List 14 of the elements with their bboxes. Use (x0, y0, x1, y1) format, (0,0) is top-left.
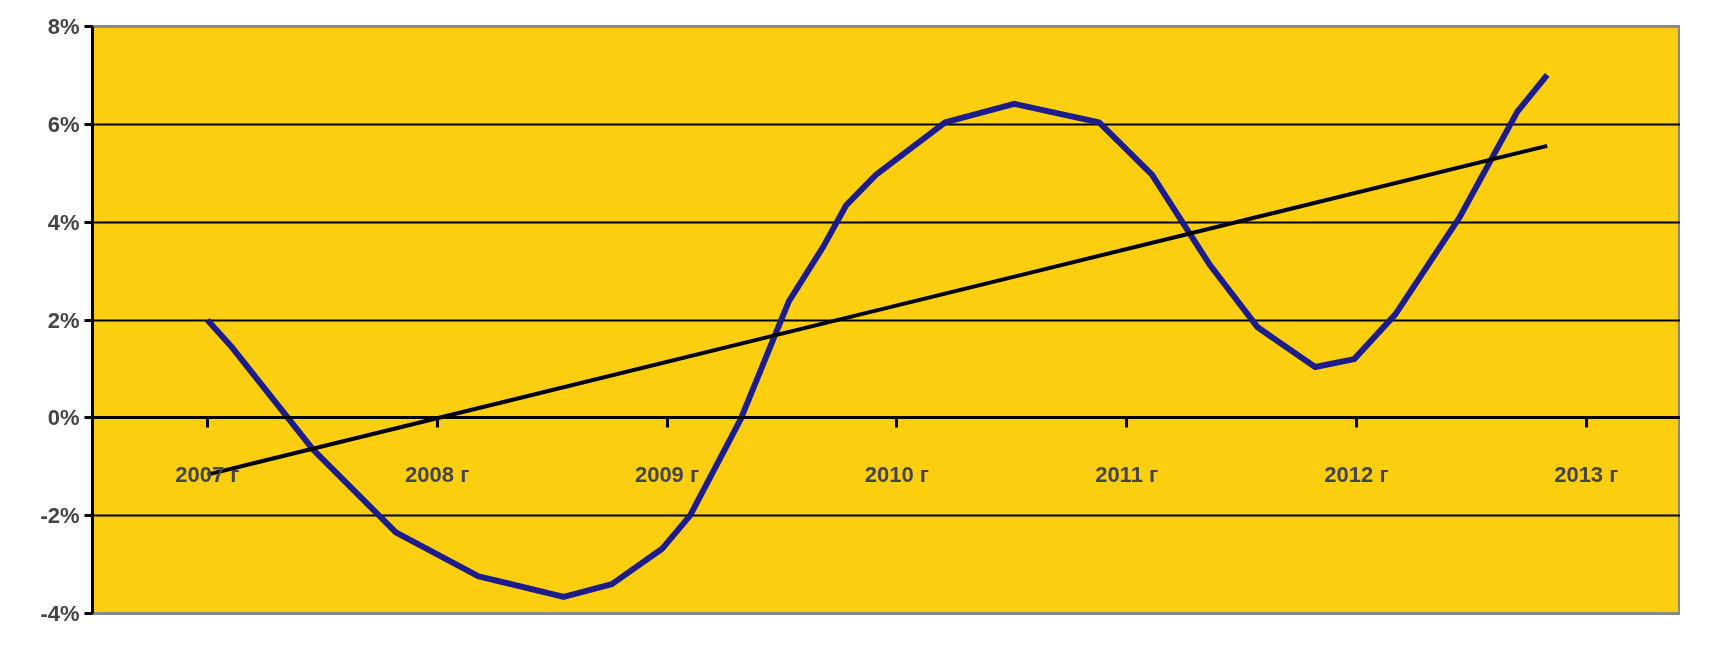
x-tick-label: 2009 г (634, 461, 700, 487)
y-tick-label: 4% (47, 209, 80, 235)
y-tick-label: 8% (47, 14, 80, 39)
x-tick-label: 2013 г (1554, 461, 1619, 487)
x-tick-label: 2010 г (864, 461, 929, 487)
x-tick-label: 2008 г (405, 461, 470, 487)
x-tick-label: 2007 г (175, 461, 240, 487)
y-tick-label: -2% (40, 503, 80, 529)
y-tick-label: -4% (40, 601, 80, 626)
y-tick-label: 2% (47, 307, 80, 333)
y-tick-label: 6% (47, 111, 80, 137)
x-tick-label: 2012 г (1324, 461, 1389, 487)
y-tick-label: 0% (47, 405, 80, 431)
x-tick-label: 2011 г (1095, 461, 1159, 487)
